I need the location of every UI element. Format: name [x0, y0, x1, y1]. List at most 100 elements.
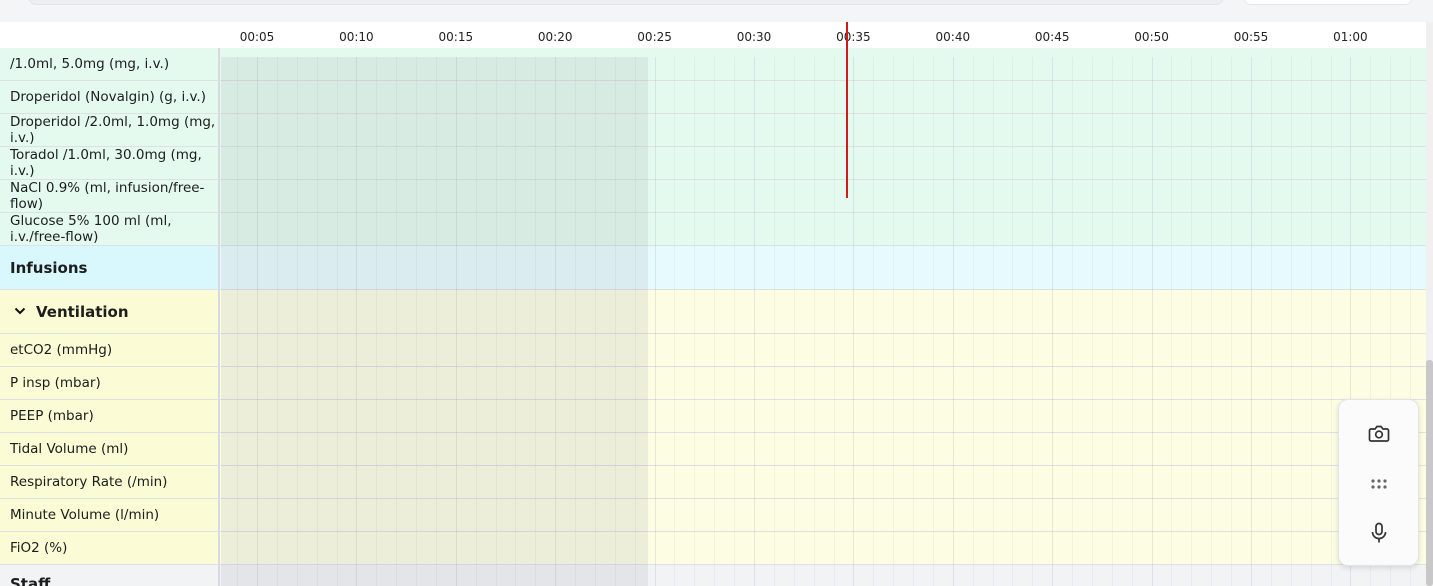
- row-label-text: Tidal Volume (ml): [10, 441, 129, 457]
- minor-gridline: [1370, 57, 1371, 586]
- time-tick-label: 01:00: [1333, 30, 1368, 44]
- minor-gridline: [774, 57, 775, 586]
- time-tick-label: 00:25: [637, 30, 672, 44]
- minor-gridline: [1012, 57, 1013, 586]
- row-label: Minute Volume (l/min): [0, 499, 220, 531]
- row-label-text: PEEP (mbar): [10, 408, 94, 424]
- minor-gridline: [1211, 57, 1212, 586]
- top-action-button[interactable]: [1243, 0, 1413, 5]
- parameter-row[interactable]: NaCl 0.9% (ml, infusion/free-flow): [0, 180, 1426, 213]
- row-label: /1.0ml, 5.0mg (mg, i.v.): [0, 48, 220, 80]
- row-label-text: Glucose 5% 100 ml (ml, i.v./free-flow): [10, 213, 172, 245]
- parameter-row[interactable]: P insp (mbar): [0, 367, 1426, 400]
- row-label: PEEP (mbar): [0, 400, 220, 432]
- row-label-text: FiO2 (%): [10, 540, 68, 556]
- time-tick-label: 00:20: [537, 30, 573, 44]
- parameter-row[interactable]: etCO2 (mmHg): [0, 334, 1426, 367]
- scrollbar-thumb[interactable]: [1426, 360, 1433, 586]
- major-gridline: [1152, 57, 1153, 586]
- minor-gridline: [575, 57, 576, 586]
- minor-gridline: [873, 57, 874, 586]
- time-tick-label: 00:05: [239, 30, 275, 44]
- minor-gridline: [416, 57, 417, 586]
- camera-button[interactable]: [1359, 416, 1399, 452]
- row-label: NaCl 0.9% (ml, infusion/free-flow): [0, 180, 220, 212]
- major-gridline: [1350, 57, 1351, 586]
- minor-gridline: [1331, 57, 1332, 586]
- row-label-text: P insp (mbar): [10, 375, 101, 391]
- minor-gridline: [476, 57, 477, 586]
- row-label: Toradol /1.0ml, 30.0mg (mg, i.v.): [0, 147, 220, 179]
- major-gridline: [257, 57, 258, 586]
- minor-gridline: [1410, 57, 1411, 586]
- minor-gridline: [337, 57, 338, 586]
- section-row[interactable]: Ventilation: [0, 290, 1426, 334]
- minor-gridline: [1191, 57, 1192, 586]
- major-gridline: [356, 57, 357, 586]
- time-tick-label: 00:40: [935, 30, 971, 44]
- minor-gridline: [376, 57, 377, 586]
- row-label-text: Toradol /1.0ml, 30.0mg (mg, i.v.): [10, 147, 202, 179]
- drag-handle-icon: [1371, 479, 1387, 489]
- parameter-row[interactable]: Glucose 5% 100 ml (ml, i.v./free-flow): [0, 213, 1426, 246]
- minor-gridline: [1271, 57, 1272, 586]
- time-tick-label: 00:50: [1134, 30, 1169, 44]
- minor-gridline: [515, 57, 516, 586]
- minor-gridline: [1171, 57, 1172, 586]
- minor-gridline: [297, 57, 298, 586]
- row-label: Droperidol (Novalgin) (g, i.v.): [0, 81, 220, 113]
- top-search-bar[interactable]: [28, 0, 1224, 5]
- row-label: Staff: [0, 565, 220, 586]
- minor-gridline: [1092, 57, 1093, 586]
- minor-gridline: [237, 57, 238, 586]
- minor-gridline: [1291, 57, 1292, 586]
- row-label-text: Droperidol (Novalgin) (g, i.v.): [10, 89, 206, 105]
- parameter-row[interactable]: FiO2 (%): [0, 532, 1426, 565]
- minor-gridline: [814, 57, 815, 586]
- time-tick-label: 00:30: [736, 30, 772, 44]
- microphone-icon: [1371, 522, 1387, 543]
- major-gridline: [754, 57, 755, 586]
- major-gridline: [1052, 57, 1053, 586]
- chevron-down-icon[interactable]: [10, 304, 36, 320]
- drag-handle-button[interactable]: [1359, 466, 1399, 502]
- parameter-row[interactable]: Respiratory Rate (/min): [0, 466, 1426, 499]
- current-time-marker[interactable]: [846, 22, 848, 198]
- parameter-row[interactable]: Droperidol (Novalgin) (g, i.v.): [0, 81, 1426, 114]
- row-label: Respiratory Rate (/min): [0, 466, 220, 498]
- minor-gridline: [496, 57, 497, 586]
- time-tick-label: 00:10: [339, 30, 374, 44]
- minor-gridline: [615, 57, 616, 586]
- parameter-row[interactable]: Toradol /1.0ml, 30.0mg (mg, i.v.): [0, 147, 1426, 180]
- section-row[interactable]: Infusions: [0, 246, 1426, 290]
- time-tick-label: 00:55: [1233, 30, 1269, 44]
- major-gridline: [1251, 57, 1252, 586]
- section-row[interactable]: Staff: [0, 565, 1426, 586]
- minor-gridline: [535, 57, 536, 586]
- time-tick-label: 00:35: [836, 30, 871, 44]
- minor-gridline: [913, 57, 914, 586]
- row-label: P insp (mbar): [0, 367, 220, 399]
- microphone-button[interactable]: [1359, 515, 1399, 551]
- minor-gridline: [794, 57, 795, 586]
- parameter-row[interactable]: /1.0ml, 5.0mg (mg, i.v.): [0, 48, 1426, 81]
- row-label-text: /1.0ml, 5.0mg (mg, i.v.): [10, 56, 170, 72]
- row-label-text: Ventilation: [36, 302, 129, 321]
- major-gridline: [555, 57, 556, 586]
- row-label: etCO2 (mmHg): [0, 334, 220, 366]
- row-label: Glucose 5% 100 ml (ml, i.v./free-flow): [0, 213, 220, 245]
- minor-gridline: [1311, 57, 1312, 586]
- parameter-row[interactable]: PEEP (mbar): [0, 400, 1426, 433]
- minor-gridline: [317, 57, 318, 586]
- minor-gridline: [635, 57, 636, 586]
- time-tick-label: 00:45: [1034, 30, 1070, 44]
- parameter-row[interactable]: Minute Volume (l/min): [0, 499, 1426, 532]
- minor-gridline: [834, 57, 835, 586]
- parameter-row[interactable]: Droperidol /2.0ml, 1.0mg (mg, i.v.): [0, 114, 1426, 147]
- row-label-text: Staff: [10, 574, 51, 586]
- row-label-text: NaCl 0.9% (ml, infusion/free-flow): [10, 180, 205, 212]
- vertical-scrollbar[interactable]: [1426, 22, 1433, 586]
- parameter-row[interactable]: Tidal Volume (ml): [0, 433, 1426, 466]
- row-label: FiO2 (%): [0, 532, 220, 564]
- minor-gridline: [973, 57, 974, 586]
